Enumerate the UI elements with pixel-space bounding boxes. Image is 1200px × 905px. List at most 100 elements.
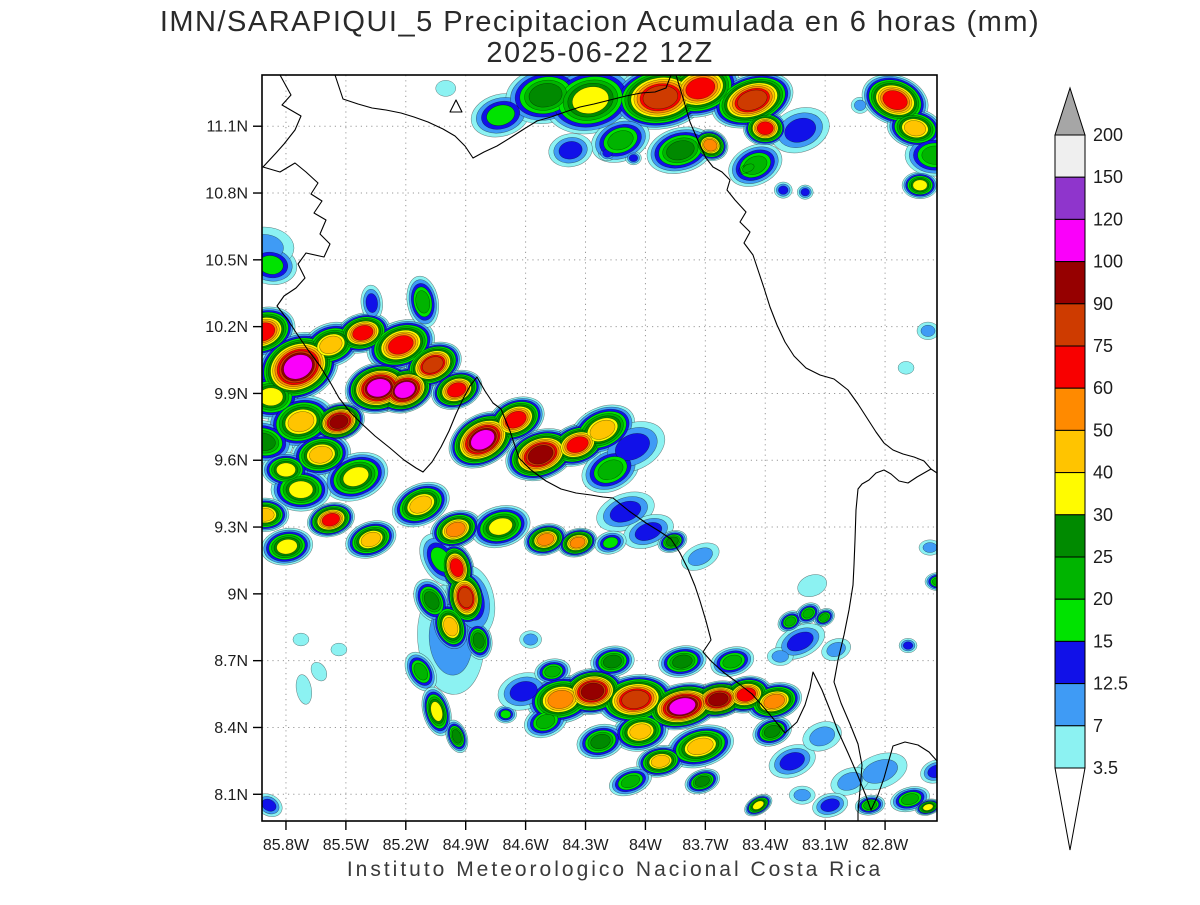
precip-contour [819, 613, 829, 622]
pacific-coastline [262, 75, 937, 811]
precip-contour [650, 754, 670, 768]
precip-contour [330, 642, 348, 657]
precip-contour [902, 641, 914, 650]
precip-contour [449, 558, 464, 577]
precip-contour [752, 800, 765, 810]
precip-contour [614, 433, 650, 461]
precip-contour [763, 725, 781, 738]
precip-contour [262, 322, 276, 342]
precip-contour [523, 633, 538, 646]
colorbar-label: 25 [1093, 547, 1113, 567]
lon-tick-label: 83.7W [682, 837, 729, 854]
colorbar-segment [1054, 725, 1086, 769]
precip-contour [319, 335, 343, 354]
precip-contour [620, 774, 641, 789]
lat-tick-label: 8.1N [214, 787, 248, 804]
precip-contour [786, 631, 814, 652]
precip-contour [527, 445, 554, 465]
lat-tick-label: 8.7N [214, 653, 248, 670]
precip-contour [394, 381, 416, 399]
precip-contour [287, 411, 315, 433]
lat-tick-label: 9.3N [214, 520, 248, 537]
precip-contour [607, 130, 634, 151]
precip-contour [423, 591, 440, 610]
colorbar-arrow-above [1054, 86, 1086, 136]
lat-tick-label: 11.1N [206, 119, 248, 136]
precip-contour [360, 531, 381, 548]
precip-contour [793, 789, 811, 802]
precip-contour [904, 120, 926, 137]
colorbar-label: 12.5 [1093, 674, 1128, 694]
precip-contour [882, 90, 908, 110]
colorbar-segment [1054, 261, 1086, 305]
precip-contour [321, 513, 340, 527]
precip-contour [544, 665, 561, 678]
precip-contour [352, 325, 374, 341]
precip-contour [500, 709, 512, 719]
precip-contour [672, 654, 693, 669]
precip-contour [262, 508, 275, 522]
precip-contour [535, 714, 556, 729]
precip-contour [580, 682, 605, 701]
precip-contour [809, 726, 836, 747]
precip-contour [276, 462, 296, 477]
colorbar-segment [1054, 218, 1086, 263]
colorbar: 200 150 120 100 90 75 60 50 40 30 25 20 15 12.5 7 3.5 [1054, 86, 1128, 851]
precip-contour [621, 690, 650, 709]
colorbar-arrow-below [1054, 767, 1086, 851]
precip-contour [685, 77, 716, 100]
precip-contour [537, 533, 554, 546]
precip-contour [642, 85, 679, 110]
precip-contour [509, 681, 538, 702]
panama-border-line [833, 468, 932, 821]
precip-contour [295, 674, 312, 705]
lat-tick-label: 10.5N [205, 252, 248, 269]
precip-contour [602, 536, 619, 549]
colorbar-segment [1054, 429, 1086, 474]
precip-contour [310, 662, 328, 682]
map-datetime: 2025-06-22 12Z [486, 37, 713, 69]
precip-contour [445, 521, 466, 538]
colorbar-segment [1054, 640, 1086, 685]
colorbar-segment [1054, 134, 1086, 178]
precip-contour [687, 737, 714, 756]
precip-contour [413, 662, 428, 681]
precip-contour [288, 480, 314, 499]
precip-contour [486, 104, 515, 126]
precip-contour [589, 419, 616, 440]
precip-contour [472, 632, 485, 649]
footer-attribution: Instituto Meteorologico Nacional Costa R… [347, 858, 883, 881]
precip-contour [504, 410, 527, 429]
precip-contour [802, 608, 814, 619]
precip-contour [365, 293, 378, 313]
colorbar-label: 3.5 [1093, 758, 1118, 778]
precip-contour [342, 466, 369, 487]
precip-contour [771, 650, 789, 663]
precip-contour [415, 290, 431, 314]
plot-frame [261, 74, 938, 822]
precip-contour [488, 517, 513, 536]
lon-tick-label: 85.5W [323, 837, 370, 854]
colorbar-label: 100 [1093, 252, 1123, 272]
precip-contour [797, 574, 827, 597]
precip-contour [528, 83, 563, 108]
precip-contour [409, 495, 433, 514]
precip-contour [590, 734, 611, 749]
precip-contour [422, 356, 444, 374]
precip-contour [435, 80, 456, 97]
colorbar-segment [1054, 556, 1086, 600]
precip-contour [666, 140, 695, 161]
precip-contour [430, 701, 443, 722]
precip-contour [820, 798, 840, 812]
precip-contour [547, 690, 574, 709]
precip-contour [443, 616, 459, 637]
precip-contour [901, 793, 919, 806]
precip-contour [458, 587, 474, 608]
precip-contour [276, 538, 298, 555]
precip-contour [897, 361, 915, 375]
precip-contour [628, 154, 638, 162]
precip-contour [634, 522, 663, 541]
precip-contour [366, 378, 391, 398]
precip-contour [756, 121, 774, 135]
